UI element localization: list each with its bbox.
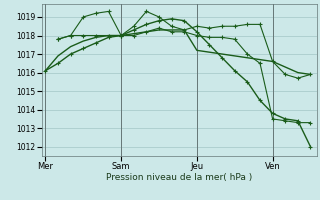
- X-axis label: Pression niveau de la mer( hPa ): Pression niveau de la mer( hPa ): [106, 173, 252, 182]
